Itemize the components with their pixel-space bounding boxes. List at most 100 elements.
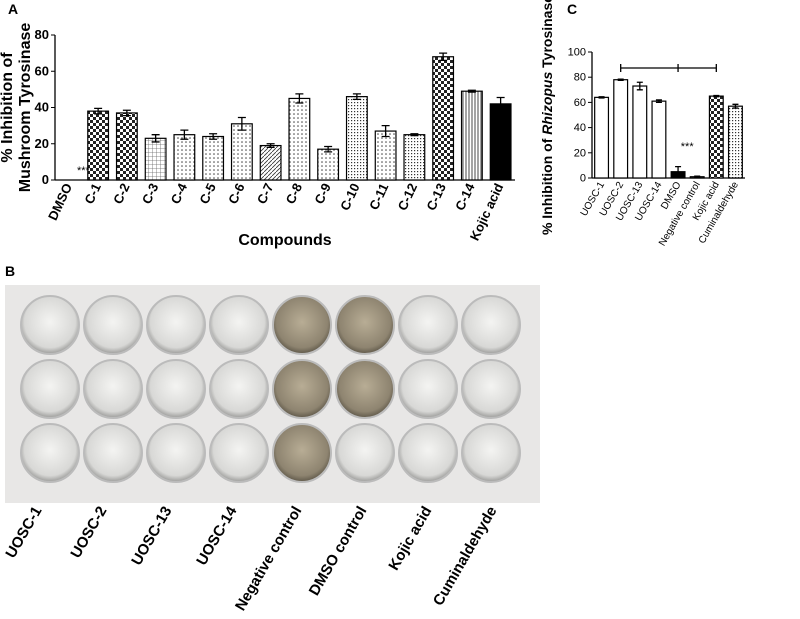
- bar: [651, 100, 667, 179]
- photo-label: UOSC-14: [193, 503, 241, 568]
- y-tick-label: 40: [35, 100, 49, 115]
- y-axis-label-part: Tyrosinase: [539, 0, 555, 72]
- significance-annotation: ***: [681, 141, 695, 153]
- bar: [144, 137, 167, 181]
- well: [272, 359, 332, 419]
- bar: [374, 130, 397, 181]
- y-tick-label: 20: [35, 136, 49, 151]
- bar: [460, 90, 483, 181]
- well: [20, 423, 80, 483]
- well: [461, 359, 521, 419]
- x-tick-label: C-14: [452, 180, 478, 213]
- significance-bracket: [620, 64, 717, 72]
- x-tick-label: C-7: [254, 181, 276, 206]
- bar: [345, 96, 368, 181]
- y-tick-label: 80: [35, 27, 49, 42]
- x-axis-label: Compounds: [238, 232, 331, 249]
- well: [209, 359, 269, 419]
- error-bar: [439, 52, 448, 62]
- x-tick-label: DMSO: [45, 181, 75, 223]
- error-bar: [598, 96, 605, 99]
- bar: [230, 123, 253, 181]
- bar: [259, 144, 282, 181]
- x-tick-label: C-4: [168, 180, 191, 206]
- well: [20, 295, 80, 355]
- x-tick-label: C-2: [110, 181, 132, 206]
- x-tick-label: C-6: [225, 181, 247, 206]
- error-bar: [617, 78, 624, 81]
- x-tick-label: C-5: [196, 181, 218, 206]
- error-bar: [180, 129, 189, 140]
- error-bar: [732, 103, 739, 109]
- wells: [20, 295, 521, 483]
- panel-letter: A: [8, 1, 18, 17]
- bar: [288, 97, 311, 181]
- error-bar: [713, 94, 720, 98]
- x-tick-label: C-11: [366, 181, 391, 212]
- bar: [727, 105, 743, 179]
- photo-label: DMSO control: [306, 504, 371, 599]
- bar: [173, 134, 196, 181]
- x-tick-label: C-1: [81, 181, 103, 206]
- bar: [489, 103, 512, 181]
- well: [461, 423, 521, 483]
- y-tick-label: 0: [580, 173, 586, 185]
- bar: [708, 95, 724, 179]
- photo-label: Kojic acid: [385, 504, 435, 574]
- well: [146, 423, 206, 483]
- y-tick-label: 80: [574, 72, 586, 84]
- well: [83, 423, 143, 483]
- error-bar: [496, 96, 505, 111]
- y-axis-label-part: Mushroom Tyrosinase: [17, 23, 34, 193]
- significance-annotation: ***: [77, 165, 91, 177]
- well: [335, 359, 395, 419]
- y-axis-label: % Inhibition ofMushroom Tyrosinase: [0, 23, 34, 193]
- x-tick-label: C-12: [395, 181, 421, 213]
- photo-label: UOSC-1: [2, 504, 45, 562]
- error-bar: [655, 99, 662, 104]
- photo-label: Cuminaldehyde: [430, 504, 501, 609]
- error-bar: [324, 145, 333, 153]
- panel-letter: B: [5, 263, 15, 279]
- error-bar: [694, 175, 701, 179]
- x-tick-label: C-3: [139, 181, 161, 206]
- y-axis-label-part: Rhizopus: [539, 72, 555, 135]
- bar: [115, 112, 138, 181]
- well: [272, 423, 332, 483]
- error-bar: [151, 134, 160, 143]
- bar: [87, 110, 110, 181]
- error-bar: [122, 109, 131, 117]
- x-tick-label: C-8: [283, 181, 305, 206]
- well: [272, 295, 332, 355]
- bar: [202, 135, 225, 181]
- panel-letter: C: [567, 1, 577, 17]
- well: [398, 423, 458, 483]
- well: [209, 423, 269, 483]
- bar: [632, 85, 648, 179]
- well: [209, 295, 269, 355]
- y-tick-label: 40: [574, 122, 586, 134]
- well: [398, 295, 458, 355]
- bar: [432, 56, 455, 181]
- y-tick-label: 0: [42, 172, 49, 187]
- photo-label: UOSC-13: [128, 504, 175, 569]
- well: [146, 295, 206, 355]
- photo-label: Negative control: [232, 504, 305, 614]
- error-bar: [636, 81, 643, 91]
- photo-label: UOSC-2: [67, 504, 110, 562]
- well: [335, 295, 395, 355]
- error-bar: [295, 93, 304, 104]
- y-axis-label: % Inhibition of Rhizopus Tyrosinase: [539, 0, 555, 235]
- well: [20, 359, 80, 419]
- well: [83, 295, 143, 355]
- error-bar: [94, 107, 103, 115]
- error-bar: [381, 124, 390, 138]
- error-bar: [266, 143, 275, 149]
- y-tick-label: 100: [568, 47, 586, 59]
- bar: [594, 96, 610, 179]
- bar: [317, 148, 340, 181]
- y-axis-label-part: % Inhibition of: [539, 135, 555, 235]
- error-bar: [410, 133, 419, 137]
- bar: [403, 134, 426, 181]
- error-bar: [237, 116, 246, 131]
